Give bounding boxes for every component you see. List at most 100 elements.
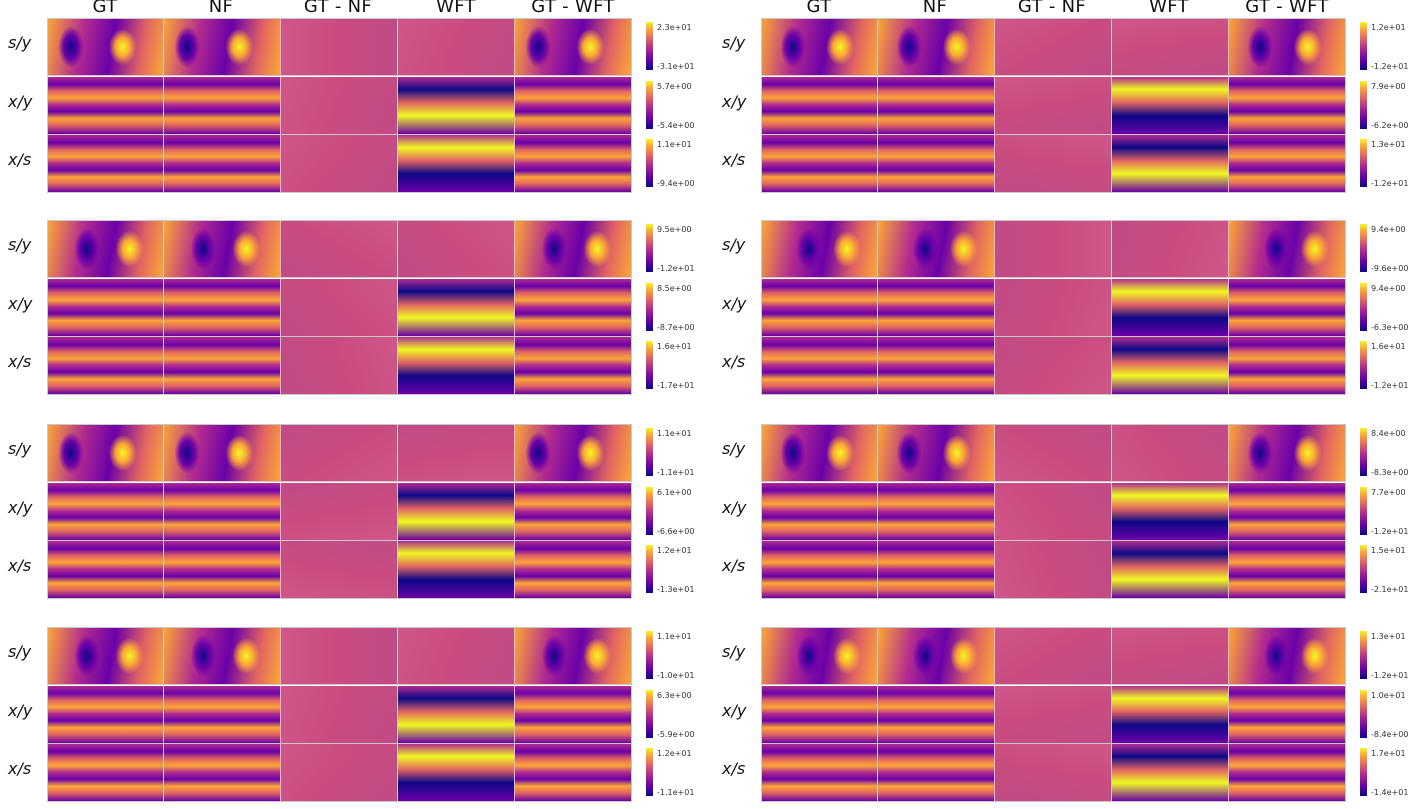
row-label: x/y bbox=[722, 700, 747, 720]
colorbar-min-label: -9.6e+00 bbox=[1371, 264, 1409, 273]
heatmap-panel bbox=[1229, 278, 1346, 337]
heatmap-panel bbox=[515, 744, 632, 802]
colorbar-min-label: -6.3e+00 bbox=[1371, 322, 1409, 332]
heatmap-panel bbox=[47, 541, 164, 599]
heatmap-panel bbox=[1229, 685, 1346, 744]
heatmap-panel bbox=[47, 76, 164, 135]
heatmap-panel bbox=[164, 482, 281, 541]
colorbar-max-label: 8.5e+00 bbox=[657, 283, 692, 293]
heatmap-panel bbox=[281, 744, 398, 802]
colorbar-min-label: -1.1e+01 bbox=[657, 468, 695, 477]
colorbar-max-label: 8.4e+00 bbox=[1371, 429, 1406, 438]
row-label: x/s bbox=[722, 759, 746, 778]
heatmap-panel bbox=[878, 18, 995, 76]
heatmap-panel bbox=[1229, 18, 1346, 76]
column-header: GT - NF bbox=[303, 0, 373, 17]
row-label: x/s bbox=[722, 150, 746, 169]
heatmap-panel bbox=[1229, 482, 1346, 541]
heatmap-panel bbox=[1112, 744, 1229, 802]
colorbar bbox=[1360, 748, 1367, 796]
colorbar-min-label: -1.2e+01 bbox=[657, 264, 695, 273]
colorbar bbox=[646, 631, 653, 679]
heatmap-panel bbox=[761, 482, 878, 541]
colorbar-min-label: -8.3e+00 bbox=[1371, 468, 1409, 477]
heatmap-panel bbox=[761, 76, 878, 135]
colorbar-min-label: -8.7e+00 bbox=[657, 322, 695, 332]
heatmap-panel bbox=[281, 278, 398, 337]
heatmap-panel bbox=[164, 744, 281, 802]
heatmap-panel bbox=[761, 18, 878, 76]
row-label: x/s bbox=[8, 150, 32, 169]
heatmap-panel bbox=[164, 76, 281, 135]
heatmap-panel bbox=[1112, 482, 1229, 541]
heatmap-panel bbox=[761, 220, 878, 278]
heatmap-panel bbox=[515, 337, 632, 395]
heatmap-panel bbox=[281, 135, 398, 193]
heatmap-panel bbox=[47, 278, 164, 337]
colorbar bbox=[1360, 631, 1367, 679]
colorbar-min-label: -1.2e+01 bbox=[1371, 381, 1409, 390]
heatmap-panel bbox=[1112, 627, 1229, 685]
column-header: GT bbox=[806, 0, 832, 17]
heatmap-panel bbox=[761, 337, 878, 395]
row-label: x/y bbox=[8, 700, 33, 720]
heatmap-panel bbox=[515, 685, 632, 744]
colorbar-min-label: -1.3e+01 bbox=[657, 585, 695, 594]
heatmap-panel bbox=[995, 482, 1112, 541]
colorbar-max-label: 1.2e+01 bbox=[1371, 23, 1406, 32]
column-header: NF bbox=[208, 0, 234, 17]
colorbar-min-label: -1.7e+01 bbox=[657, 381, 695, 390]
heatmap-panel bbox=[878, 135, 995, 193]
row-label: s/y bbox=[8, 33, 32, 52]
heatmap-panel bbox=[281, 76, 398, 135]
row-label: x/s bbox=[8, 759, 32, 778]
heatmap-panel bbox=[164, 135, 281, 193]
row-label: x/y bbox=[8, 497, 33, 517]
heatmap-panel bbox=[398, 220, 515, 278]
colorbar bbox=[1360, 282, 1367, 331]
heatmap-panel bbox=[398, 278, 515, 337]
heatmap-panel bbox=[878, 278, 995, 337]
heatmap-panel bbox=[164, 278, 281, 337]
row-label: s/y bbox=[8, 439, 32, 458]
colorbar-min-label: -1.2e+01 bbox=[1371, 526, 1409, 536]
row-label: x/s bbox=[8, 352, 32, 371]
colorbar bbox=[646, 689, 653, 738]
heatmap-panel bbox=[995, 337, 1112, 395]
colorbar bbox=[646, 282, 653, 331]
row-label: x/s bbox=[8, 556, 32, 575]
heatmap-panel bbox=[995, 278, 1112, 337]
column-header: WFT bbox=[436, 0, 476, 17]
heatmap-panel bbox=[281, 424, 398, 482]
heatmap-panel bbox=[1112, 685, 1229, 744]
heatmap-panel bbox=[1229, 220, 1346, 278]
colorbar-min-label: -1.2e+01 bbox=[1371, 179, 1409, 188]
heatmap-panel bbox=[878, 337, 995, 395]
colorbar-min-label: -2.1e+01 bbox=[1371, 585, 1409, 594]
colorbar-max-label: 7.7e+00 bbox=[1371, 487, 1406, 497]
colorbar-max-label: 1.7e+01 bbox=[1371, 749, 1406, 758]
heatmap-panel bbox=[164, 685, 281, 744]
column-header: NF bbox=[922, 0, 948, 17]
colorbar bbox=[1360, 486, 1367, 535]
heatmap-panel bbox=[164, 627, 281, 685]
colorbar-max-label: 1.3e+01 bbox=[1371, 632, 1406, 641]
heatmap-panel bbox=[164, 18, 281, 76]
colorbar-min-label: -9.4e+00 bbox=[657, 179, 695, 188]
heatmap-panel bbox=[47, 685, 164, 744]
heatmap-panel bbox=[1112, 18, 1229, 76]
colorbar-min-label: -6.2e+00 bbox=[1371, 120, 1409, 130]
colorbar-max-label: 1.1e+01 bbox=[657, 632, 692, 641]
heatmap-panel bbox=[1229, 744, 1346, 802]
row-label: x/s bbox=[722, 556, 746, 575]
heatmap-panel bbox=[398, 135, 515, 193]
colorbar-max-label: 5.7e+00 bbox=[657, 81, 692, 91]
heatmap-panel bbox=[515, 135, 632, 193]
heatmap-panel bbox=[398, 76, 515, 135]
heatmap-panel bbox=[995, 135, 1112, 193]
heatmap-panel bbox=[1229, 541, 1346, 599]
colorbar bbox=[646, 428, 653, 476]
colorbar-min-label: -1.4e+01 bbox=[1371, 788, 1409, 797]
heatmap-panel bbox=[398, 18, 515, 76]
heatmap-panel bbox=[164, 220, 281, 278]
